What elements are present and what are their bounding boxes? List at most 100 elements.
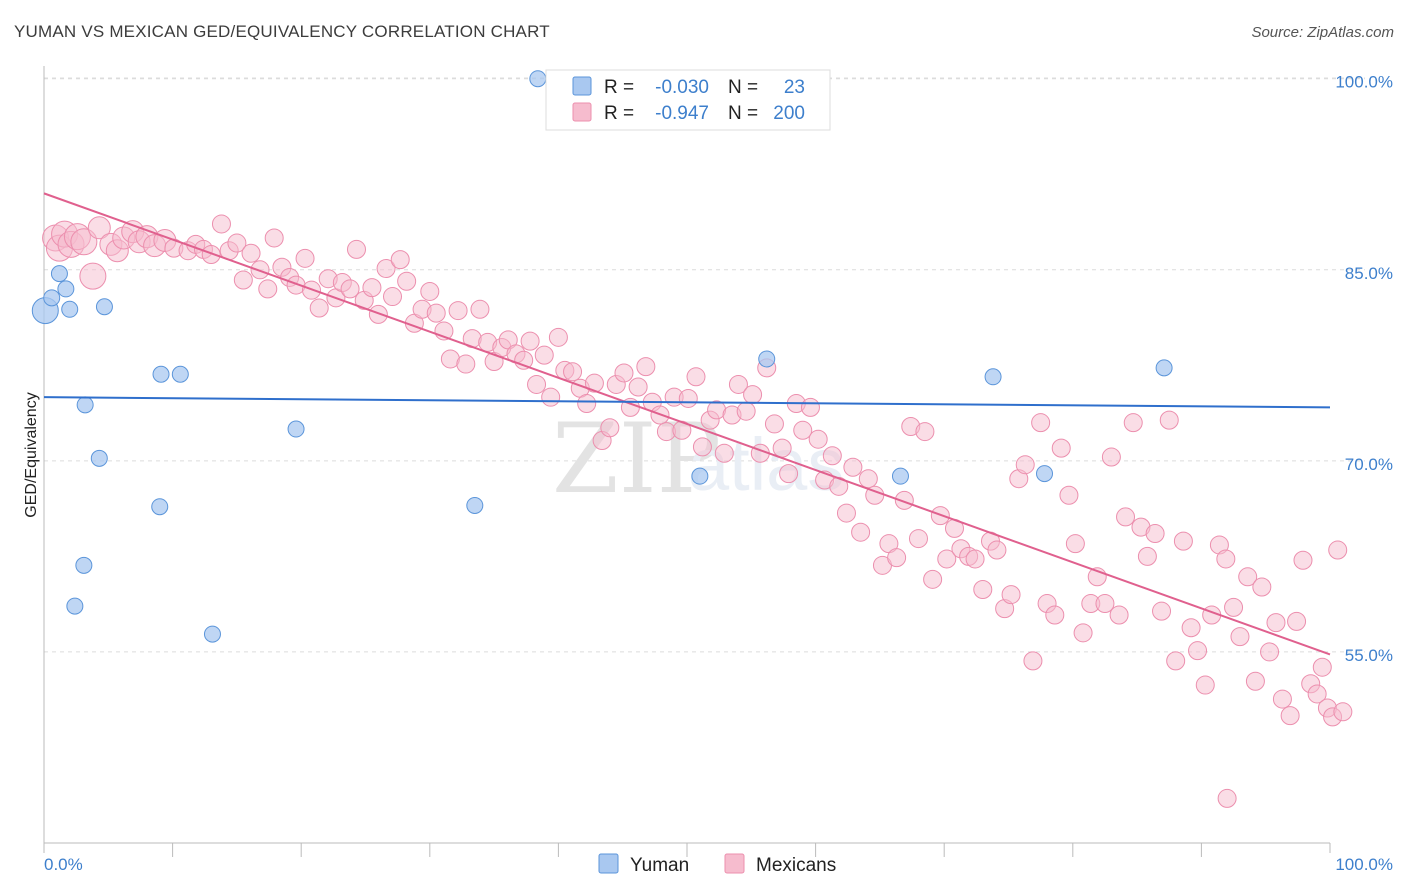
yuman-point xyxy=(95,298,113,316)
yuman-point xyxy=(76,396,94,414)
mexicans-point xyxy=(520,331,540,351)
yuman-point xyxy=(152,365,170,383)
mexicans-point xyxy=(346,239,366,259)
mexicans-point xyxy=(1101,447,1121,467)
legend-r-label: R = xyxy=(604,103,634,124)
mexicans-point xyxy=(376,259,396,279)
bottom-legend-swatch-mexicans xyxy=(724,853,745,874)
mexicans-point xyxy=(887,548,907,568)
mexicans-point xyxy=(908,529,928,549)
yuman-trend-line xyxy=(43,396,1331,409)
mexicans-point xyxy=(426,303,446,323)
mexicans-point xyxy=(534,345,554,365)
yuman-point xyxy=(691,467,709,485)
mexicans-point xyxy=(548,327,568,347)
mexicans-point xyxy=(1031,413,1051,433)
yuman-point xyxy=(758,350,776,368)
mexicans-point xyxy=(923,569,943,589)
bottom-legend-label-yuman: Yuman xyxy=(630,855,689,876)
y-tick-label: 70.0% xyxy=(1345,455,1393,474)
yuman-point xyxy=(61,300,79,318)
mexicans-point xyxy=(1123,413,1143,433)
yuman-point xyxy=(171,365,189,383)
chart-title: YUMAN VS MEXICAN GED/EQUIVALENCY CORRELA… xyxy=(14,22,550,41)
mexicans-point xyxy=(397,271,417,291)
yuman-point xyxy=(891,467,909,485)
legend-box: R = -0.030 N = 23 R = -0.947 N = 200 xyxy=(545,69,831,131)
mexicans-point xyxy=(1287,611,1307,631)
legend-frame xyxy=(545,69,831,131)
mexicans-point xyxy=(1280,706,1300,726)
mexicans-point xyxy=(764,414,784,434)
mexicans-point xyxy=(201,245,221,265)
mexicans-point xyxy=(1230,627,1250,647)
mexicans-point xyxy=(295,248,315,268)
mexicans-trend-line xyxy=(43,192,1331,656)
mexicans-point xyxy=(851,522,871,542)
bottom-legend-swatch-yuman xyxy=(598,853,619,874)
mexicans-point xyxy=(1023,651,1043,671)
mexicans-point xyxy=(808,429,828,449)
mexicans-point xyxy=(1166,651,1186,671)
yuman-point xyxy=(75,556,93,574)
mexicans-point xyxy=(340,279,360,299)
yuman-point xyxy=(43,289,61,307)
mexicans-point xyxy=(894,490,914,510)
mexicans-point xyxy=(858,469,878,489)
mexicans-point xyxy=(1216,549,1236,569)
mexicans-point xyxy=(1059,485,1079,505)
mexicans-point xyxy=(636,357,656,377)
trend-lines xyxy=(43,192,1331,656)
mexicans-point xyxy=(1001,585,1021,605)
mexicans-point xyxy=(1181,618,1201,638)
mexicans-point xyxy=(1145,523,1165,543)
mexicans-point xyxy=(420,281,440,301)
mexicans-point xyxy=(1065,534,1085,554)
mexicans-point xyxy=(686,367,706,387)
mexicans-point xyxy=(743,385,763,405)
mexicans-point xyxy=(736,401,756,421)
mexicans-point xyxy=(1238,567,1258,587)
mexicans-point xyxy=(1045,605,1065,625)
mexicans-point xyxy=(714,443,734,463)
mexicans-point xyxy=(600,418,620,438)
mexicans-point xyxy=(987,540,1007,560)
mexicans-point xyxy=(264,228,284,248)
mexicans-point xyxy=(390,250,410,270)
mexicans-point xyxy=(563,362,583,382)
mexicans-point xyxy=(1260,642,1280,662)
mexicans-point xyxy=(1152,601,1172,621)
mexicans-point xyxy=(211,214,231,234)
yuman-point xyxy=(984,368,1002,386)
mexicans-points xyxy=(42,214,1353,808)
mexicans-point xyxy=(614,363,634,383)
mexicans-point xyxy=(793,420,813,440)
mexicans-point xyxy=(1159,410,1179,430)
legend-r-value: -0.030 xyxy=(655,77,709,98)
axes xyxy=(43,66,1331,857)
y-tick-labels: 55.0% 70.0% 85.0% 100.0% xyxy=(1335,73,1393,665)
mexicans-point xyxy=(514,350,534,370)
yuman-point xyxy=(1036,465,1054,483)
mexicans-point xyxy=(448,301,468,321)
legend-r-value: -0.947 xyxy=(655,103,709,124)
mexicans-point xyxy=(383,287,403,307)
yuman-point xyxy=(90,449,108,467)
mexicans-point xyxy=(527,374,547,394)
legend-n-value: 200 xyxy=(773,103,805,124)
x-tick-labels: 0.0% 100.0% xyxy=(44,855,1393,874)
legend-n-label: N = xyxy=(728,77,758,98)
mexicans-point xyxy=(1109,605,1129,625)
mexicans-point xyxy=(628,377,648,397)
yuman-point xyxy=(151,498,169,516)
mexicans-point xyxy=(470,299,490,319)
mexicans-point xyxy=(309,298,329,318)
watermark-zip: ZIP xyxy=(552,403,721,515)
mexicans-point xyxy=(1307,684,1327,704)
mexicans-point xyxy=(541,387,561,407)
y-tick-label: 85.0% xyxy=(1345,264,1393,283)
bottom-legend-label-mexicans: Mexicans xyxy=(756,855,836,876)
y-axis-title: GED/Equivalency xyxy=(23,392,40,517)
